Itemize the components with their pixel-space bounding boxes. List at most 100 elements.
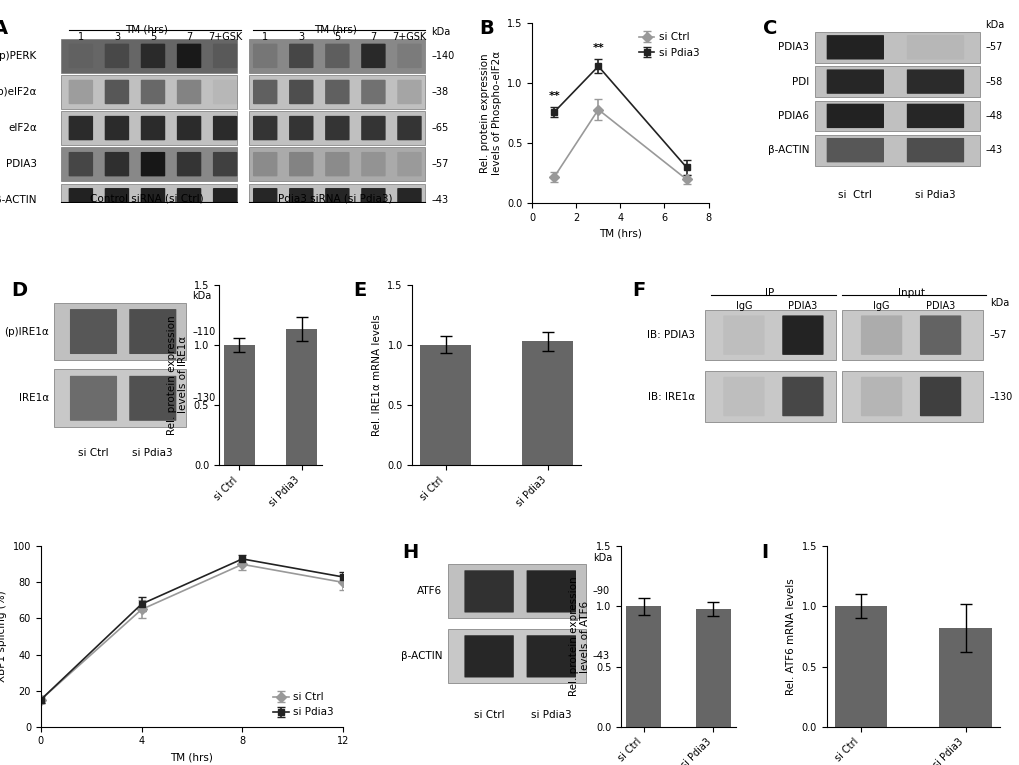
FancyBboxPatch shape xyxy=(70,376,117,421)
Text: Input: Input xyxy=(897,288,923,298)
Text: –140: –140 xyxy=(431,51,454,61)
Text: –48: –48 xyxy=(984,111,1002,121)
FancyBboxPatch shape xyxy=(176,116,201,140)
FancyBboxPatch shape xyxy=(176,152,201,177)
FancyBboxPatch shape xyxy=(288,116,313,140)
Text: –43: –43 xyxy=(431,195,448,205)
Text: I: I xyxy=(760,542,767,562)
Text: si Ctrl: si Ctrl xyxy=(78,448,109,458)
FancyBboxPatch shape xyxy=(253,116,277,140)
Text: 1: 1 xyxy=(77,32,84,42)
Text: 3: 3 xyxy=(114,32,120,42)
FancyBboxPatch shape xyxy=(361,152,385,177)
Y-axis label: Rel. protein expression
levels of Phospho-eIF2α: Rel. protein expression levels of Phosph… xyxy=(480,51,501,175)
FancyBboxPatch shape xyxy=(249,184,425,217)
FancyBboxPatch shape xyxy=(906,104,963,128)
Text: –130: –130 xyxy=(193,393,215,403)
Bar xyxy=(223,345,255,465)
FancyBboxPatch shape xyxy=(919,377,960,416)
Text: –38: –38 xyxy=(431,87,448,97)
FancyBboxPatch shape xyxy=(253,44,277,68)
FancyBboxPatch shape xyxy=(447,630,585,683)
Text: ATF6: ATF6 xyxy=(417,587,442,597)
Bar xyxy=(420,345,471,465)
Legend: si Ctrl, si Pdia3: si Ctrl, si Pdia3 xyxy=(634,28,703,62)
Text: –57: –57 xyxy=(431,159,448,169)
FancyBboxPatch shape xyxy=(325,44,350,68)
Text: 7: 7 xyxy=(185,32,192,42)
Text: –65: –65 xyxy=(431,123,448,133)
FancyBboxPatch shape xyxy=(141,188,165,213)
Bar xyxy=(522,341,573,465)
FancyBboxPatch shape xyxy=(722,377,764,416)
Y-axis label: Rel. protein expression
levels of ATF6: Rel. protein expression levels of ATF6 xyxy=(569,577,590,696)
Text: IB: IRE1α: IB: IRE1α xyxy=(647,392,694,402)
FancyBboxPatch shape xyxy=(906,35,963,60)
FancyBboxPatch shape xyxy=(61,112,237,145)
Bar xyxy=(695,609,731,727)
Text: Control siRNA (si Ctrl): Control siRNA (si Ctrl) xyxy=(90,194,204,203)
Text: kDa: kDa xyxy=(984,20,1004,30)
FancyBboxPatch shape xyxy=(842,371,982,422)
FancyBboxPatch shape xyxy=(361,44,385,68)
Text: 5: 5 xyxy=(334,32,340,42)
Y-axis label: XBP1 splicing (%): XBP1 splicing (%) xyxy=(0,591,7,682)
Text: C: C xyxy=(762,19,776,38)
FancyBboxPatch shape xyxy=(61,184,237,217)
Y-axis label: Rel. IRE1α mRNA levels: Rel. IRE1α mRNA levels xyxy=(372,314,381,436)
Text: β-ACTIN: β-ACTIN xyxy=(400,651,442,662)
FancyBboxPatch shape xyxy=(361,188,385,213)
FancyBboxPatch shape xyxy=(141,44,165,68)
Text: IgG: IgG xyxy=(735,301,751,311)
FancyBboxPatch shape xyxy=(105,116,129,140)
FancyBboxPatch shape xyxy=(213,116,237,140)
FancyBboxPatch shape xyxy=(906,138,963,162)
Text: kDa: kDa xyxy=(988,298,1008,308)
Bar xyxy=(626,607,660,727)
FancyBboxPatch shape xyxy=(129,309,176,354)
Text: IgG: IgG xyxy=(872,301,889,311)
FancyBboxPatch shape xyxy=(814,100,978,132)
FancyBboxPatch shape xyxy=(105,44,129,68)
FancyBboxPatch shape xyxy=(361,80,385,104)
FancyBboxPatch shape xyxy=(213,80,237,104)
FancyBboxPatch shape xyxy=(68,188,93,213)
FancyBboxPatch shape xyxy=(176,188,201,213)
Text: PDI: PDI xyxy=(791,76,808,86)
FancyBboxPatch shape xyxy=(105,152,129,177)
FancyBboxPatch shape xyxy=(526,570,576,613)
Text: PDIA3: PDIA3 xyxy=(788,301,817,311)
FancyBboxPatch shape xyxy=(68,152,93,177)
Bar xyxy=(938,628,990,727)
FancyBboxPatch shape xyxy=(396,116,421,140)
FancyBboxPatch shape xyxy=(860,377,902,416)
FancyBboxPatch shape xyxy=(526,635,576,678)
FancyBboxPatch shape xyxy=(325,80,350,104)
FancyBboxPatch shape xyxy=(61,148,237,181)
FancyBboxPatch shape xyxy=(288,80,313,104)
Text: TM (hrs): TM (hrs) xyxy=(314,24,357,34)
Text: F: F xyxy=(632,281,645,300)
Text: kDa: kDa xyxy=(193,291,211,301)
Text: –43: –43 xyxy=(592,651,609,662)
FancyBboxPatch shape xyxy=(249,75,425,109)
Text: PDIA3: PDIA3 xyxy=(777,42,808,52)
FancyBboxPatch shape xyxy=(464,570,514,613)
FancyBboxPatch shape xyxy=(860,315,902,355)
FancyBboxPatch shape xyxy=(814,32,978,63)
FancyBboxPatch shape xyxy=(325,116,350,140)
Text: Pdia3 siRNA (si Pdia3): Pdia3 siRNA (si Pdia3) xyxy=(278,194,392,203)
Text: 7+GSK: 7+GSK xyxy=(392,32,426,42)
FancyBboxPatch shape xyxy=(814,67,978,97)
Text: si Ctrl: si Ctrl xyxy=(474,709,504,720)
Text: 1: 1 xyxy=(262,32,268,42)
Bar xyxy=(834,607,887,727)
Text: B: B xyxy=(479,19,493,38)
FancyBboxPatch shape xyxy=(253,80,277,104)
FancyBboxPatch shape xyxy=(249,148,425,181)
FancyBboxPatch shape xyxy=(176,44,201,68)
FancyBboxPatch shape xyxy=(253,188,277,213)
FancyBboxPatch shape xyxy=(213,188,237,213)
Text: β-ACTIN: β-ACTIN xyxy=(767,145,808,155)
Text: (p)eIF2α: (p)eIF2α xyxy=(0,87,37,97)
